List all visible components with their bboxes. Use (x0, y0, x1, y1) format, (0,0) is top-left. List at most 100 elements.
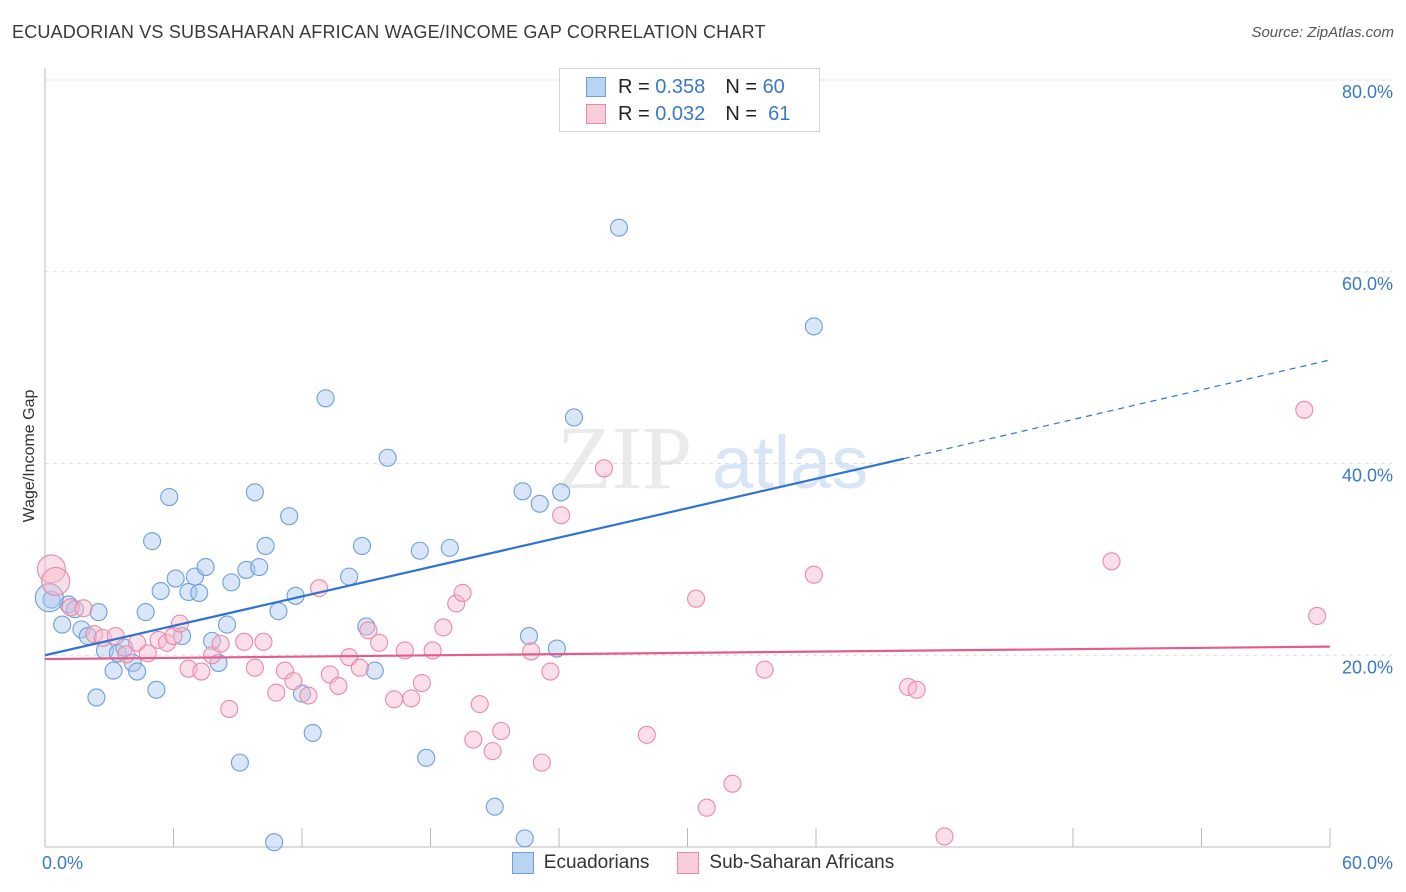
series-legend: Ecuadorians Sub-Saharan Africans (0, 852, 1406, 874)
subsaharan-point (211, 634, 230, 653)
subsaharan-point (541, 662, 560, 681)
subsaharan-point (470, 695, 489, 714)
subsaharan-point (434, 618, 453, 637)
ecuadorian-point (280, 507, 299, 526)
subsaharan-point (594, 459, 614, 478)
subsaharan-point (192, 662, 211, 681)
watermark: ZIP atlas (557, 409, 868, 508)
x-tick-label: 0.0% (42, 853, 83, 873)
legend-label-subsaharan: Sub-Saharan Africans (709, 852, 895, 873)
source-credit: Source: ZipAtlas.com (1251, 24, 1394, 41)
ecuadorian-point (190, 583, 209, 602)
subsaharan-point (522, 642, 541, 661)
ecuadorian-point (417, 748, 436, 767)
subsaharan-point (907, 680, 926, 699)
y-tick-label: 80.0% (1342, 82, 1393, 102)
legend-n-label: N = (725, 102, 757, 125)
subsaharan-point (299, 686, 318, 705)
subsaharan-trendline (44, 645, 1331, 661)
subsaharan-point (637, 725, 656, 744)
ecuadorian-point (230, 753, 249, 772)
subsaharan-point (935, 827, 954, 846)
legend-swatch-pink (586, 104, 606, 124)
legend-n-value: 61 (768, 102, 791, 125)
subsaharan-point (61, 598, 80, 617)
ecuadorian-point (530, 494, 549, 513)
subsaharan-point (329, 676, 348, 695)
subsaharan-point (220, 699, 239, 718)
subsaharan-point (755, 660, 774, 679)
subsaharan-point (552, 506, 571, 525)
subsaharan-point (41, 566, 71, 596)
ecuadorian-point (222, 573, 241, 592)
ecuadorian-point (552, 483, 571, 502)
stats-legend: R = 0.358 N = 60 R = 0.032 N = 61 (559, 68, 820, 132)
ecuadorian-point (303, 723, 322, 742)
ecuadorian-point (147, 680, 166, 699)
ecuadorian-point (209, 653, 228, 672)
ecuadorian-point (609, 218, 629, 237)
ecuadorian-trendline-extension (903, 359, 1331, 460)
subsaharan-point (532, 753, 551, 772)
subsaharan-point (412, 674, 431, 693)
legend-row-subsaharan: R = 0.032 N = 61 (586, 101, 790, 127)
legend-r-label: R = (618, 75, 650, 98)
ecuadorian-point (104, 661, 123, 680)
ecuadorian-point (340, 567, 359, 586)
ecuadorian-point (513, 482, 532, 501)
legend-row-ecuadorians: R = 0.358 N = 60 (586, 74, 785, 100)
y-tick-label: 60.0% (1342, 274, 1393, 294)
subsaharan-point (158, 633, 177, 652)
ecuadorian-point (245, 483, 264, 502)
ecuadorian-point (136, 603, 155, 622)
subsaharan-point (1102, 552, 1121, 571)
ecuadorian-point (53, 615, 72, 634)
legend-n-label: N = (725, 75, 757, 98)
subsaharan-point (723, 774, 742, 793)
legend-swatch-pink (677, 852, 700, 874)
ecuadorian-point (166, 569, 185, 588)
subsaharan-point (464, 730, 483, 749)
subsaharan-point (453, 583, 472, 602)
subsaharan-point (370, 633, 389, 652)
ecuadorian-point (485, 797, 504, 816)
trend-layer (44, 359, 1331, 661)
ecuadorian-point (352, 536, 372, 556)
ecuadorian-point (256, 536, 275, 556)
subsaharan-point (36, 554, 66, 584)
legend-n-value: 60 (762, 75, 785, 98)
ecuadorian-point (269, 602, 288, 621)
watermark-atlas: atlas (712, 421, 868, 504)
subsaharan-point (1308, 606, 1327, 625)
subsaharan-point (483, 742, 502, 761)
ecuadorian-point (519, 627, 539, 646)
subsaharan-point (1295, 400, 1314, 419)
legend-r-label: R = (618, 102, 650, 125)
legend-swatch-blue (511, 852, 534, 874)
watermark-zip: ZIP (557, 409, 692, 508)
subsaharan-point (106, 627, 125, 646)
points-layer (34, 218, 1327, 852)
ecuadorian-point (143, 532, 162, 551)
subsaharan-point (492, 721, 511, 741)
ecuadorian-point (34, 583, 64, 613)
ecuadorian-point (316, 389, 335, 408)
ecuadorian-point (410, 541, 429, 560)
subsaharan-point (284, 672, 303, 691)
ecuadorian-point (365, 661, 384, 680)
y-tick-label: 40.0% (1342, 466, 1393, 486)
chart-title: ECUADORIAN VS SUBSAHARAN AFRICAN WAGE/IN… (12, 22, 766, 42)
ecuadorian-point (196, 557, 215, 577)
y-axis-label: Wage/Income Gap (21, 390, 38, 523)
subsaharan-point (697, 798, 716, 817)
subsaharan-point (350, 658, 369, 677)
legend-r-value: 0.358 (655, 75, 706, 98)
subsaharan-point (235, 632, 254, 651)
ecuadorian-trendline (44, 457, 905, 657)
subsaharan-point (267, 683, 286, 702)
axis-layer: 20.0% 40.0% 60.0% 80.0% 0.0% 60.0% (42, 68, 1393, 873)
subsaharan-point (385, 690, 404, 709)
ecuadorian-point (160, 488, 179, 507)
subsaharan-point (447, 594, 466, 613)
